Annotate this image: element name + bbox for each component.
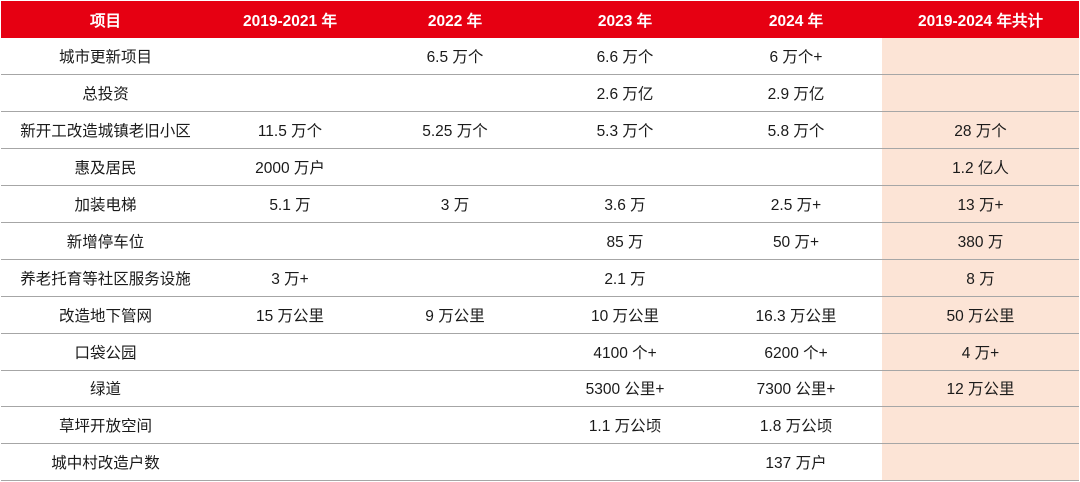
cell-value-2023: 3.6 万 xyxy=(540,185,710,223)
cell-value-total xyxy=(882,406,1079,445)
cell-value-2024: 50 万+ xyxy=(710,222,882,260)
cell-value-2024: 7300 公里+ xyxy=(710,370,882,408)
cell-value-total: 380 万 xyxy=(882,222,1079,260)
cell-value-2019-2021: 3 万+ xyxy=(210,259,370,297)
cell-value-2019-2021 xyxy=(210,38,370,76)
table-header: 项目 2019-2021 年 2022 年 2023 年 2024 年 2019… xyxy=(1,1,1079,38)
cell-value-2024: 16.3 万公里 xyxy=(710,296,882,334)
cell-value-2022: 3 万 xyxy=(370,185,540,223)
cell-value-2024 xyxy=(710,259,882,297)
cell-item-name: 城中村改造户数 xyxy=(1,443,210,482)
cell-value-2023: 5.3 万个 xyxy=(540,111,710,150)
cell-value-total: 4 万+ xyxy=(882,333,1079,371)
cell-value-2019-2021 xyxy=(210,406,370,445)
cell-item-name: 绿道 xyxy=(1,370,210,408)
cell-value-2024: 2.5 万+ xyxy=(710,185,882,223)
cell-value-total: 28 万个 xyxy=(882,111,1079,150)
cell-value-2023: 85 万 xyxy=(540,222,710,260)
header-2023: 2023 年 xyxy=(540,1,710,38)
cell-value-2019-2021 xyxy=(210,443,370,482)
table-row: 口袋公园 4100 个+ 6200 个+ 4 万+ xyxy=(1,333,1079,371)
cell-value-2024: 137 万户 xyxy=(710,443,882,482)
cell-value-2023 xyxy=(540,443,710,482)
cell-value-2023: 10 万公里 xyxy=(540,296,710,334)
header-item: 项目 xyxy=(1,1,210,38)
cell-value-2023 xyxy=(540,148,710,187)
header-2024: 2024 年 xyxy=(710,1,882,38)
cell-value-2019-2021: 11.5 万个 xyxy=(210,111,370,150)
cell-value-total: 12 万公里 xyxy=(882,370,1079,408)
cell-value-2023: 2.6 万亿 xyxy=(540,74,710,113)
cell-item-name: 新增停车位 xyxy=(1,222,210,260)
cell-value-2024: 6200 个+ xyxy=(710,333,882,371)
cell-value-2023: 2.1 万 xyxy=(540,259,710,297)
cell-value-2022 xyxy=(370,370,540,408)
cell-value-2024: 6 万个+ xyxy=(710,38,882,76)
table-row: 总投资 2.6 万亿 2.9 万亿 xyxy=(1,74,1079,113)
cell-item-name: 口袋公园 xyxy=(1,333,210,371)
cell-value-2022 xyxy=(370,74,540,113)
cell-item-name: 草坪开放空间 xyxy=(1,406,210,445)
cell-value-total: 13 万+ xyxy=(882,185,1079,223)
cell-item-name: 新开工改造城镇老旧小区 xyxy=(1,111,210,150)
header-total: 2019-2024 年共计 xyxy=(882,1,1079,38)
table-row: 新开工改造城镇老旧小区 11.5 万个 5.25 万个 5.3 万个 5.8 万个 28 … xyxy=(1,111,1079,150)
cell-value-2022: 9 万公里 xyxy=(370,296,540,334)
cell-value-2019-2021 xyxy=(210,333,370,371)
cell-value-total xyxy=(882,443,1079,482)
cell-value-2019-2021: 5.1 万 xyxy=(210,185,370,223)
table-row: 新增停车位 85 万 50 万+ 380 万 xyxy=(1,222,1079,260)
cell-value-total xyxy=(882,74,1079,113)
cell-value-2024: 5.8 万个 xyxy=(710,111,882,150)
cell-value-2022: 6.5 万个 xyxy=(370,38,540,76)
cell-value-2019-2021: 15 万公里 xyxy=(210,296,370,334)
cell-value-2023: 6.6 万个 xyxy=(540,38,710,76)
cell-value-2023: 1.1 万公顷 xyxy=(540,406,710,445)
cell-item-name: 加装电梯 xyxy=(1,185,210,223)
header-2019-2021: 2019-2021 年 xyxy=(210,1,370,38)
cell-value-2022 xyxy=(370,406,540,445)
cell-value-2023: 5300 公里+ xyxy=(540,370,710,408)
cell-value-2019-2021 xyxy=(210,74,370,113)
table-row: 城中村改造户数 137 万户 xyxy=(1,443,1079,482)
table-row: 养老托育等社区服务设施 3 万+ 2.1 万 8 万 xyxy=(1,259,1079,297)
table-row: 城市更新项目 6.5 万个 6.6 万个 6 万个+ xyxy=(1,38,1079,76)
table-row: 绿道 5300 公里+ 7300 公里+ 12 万公里 xyxy=(1,370,1079,408)
cell-item-name: 养老托育等社区服务设施 xyxy=(1,259,210,297)
cell-value-2019-2021 xyxy=(210,222,370,260)
cell-value-total: 1.2 亿人 xyxy=(882,148,1079,187)
cell-value-total: 8 万 xyxy=(882,259,1079,297)
cell-value-total: 50 万公里 xyxy=(882,296,1079,334)
table-row: 改造地下管网 15 万公里 9 万公里 10 万公里 16.3 万公里 50 万公里 xyxy=(1,296,1079,334)
cell-value-2022 xyxy=(370,148,540,187)
cell-item-name: 改造地下管网 xyxy=(1,296,210,334)
cell-item-name: 惠及居民 xyxy=(1,148,210,187)
cell-value-2022 xyxy=(370,259,540,297)
cell-value-2022 xyxy=(370,333,540,371)
table-row: 惠及居民 2000 万户 1.2 亿人 xyxy=(1,148,1079,187)
cell-value-total xyxy=(882,38,1079,76)
cell-value-2019-2021 xyxy=(210,370,370,408)
cell-value-2022: 5.25 万个 xyxy=(370,111,540,150)
cell-value-2019-2021: 2000 万户 xyxy=(210,148,370,187)
table-body: 城市更新项目 6.5 万个 6.6 万个 6 万个+ 总投资 2.6 万亿 2.9 万亿 新开… xyxy=(1,38,1079,482)
cell-value-2024: 2.9 万亿 xyxy=(710,74,882,113)
cell-value-2024: 1.8 万公顷 xyxy=(710,406,882,445)
cell-value-2022 xyxy=(370,443,540,482)
header-row: 项目 2019-2021 年 2022 年 2023 年 2024 年 2019… xyxy=(1,1,1079,38)
cell-value-2023: 4100 个+ xyxy=(540,333,710,371)
cell-item-name: 城市更新项目 xyxy=(1,38,210,76)
cell-value-2022 xyxy=(370,222,540,260)
header-2022: 2022 年 xyxy=(370,1,540,38)
cell-item-name: 总投资 xyxy=(1,74,210,113)
cell-value-2024 xyxy=(710,148,882,187)
table-row: 草坪开放空间 1.1 万公顷 1.8 万公顷 xyxy=(1,406,1079,445)
